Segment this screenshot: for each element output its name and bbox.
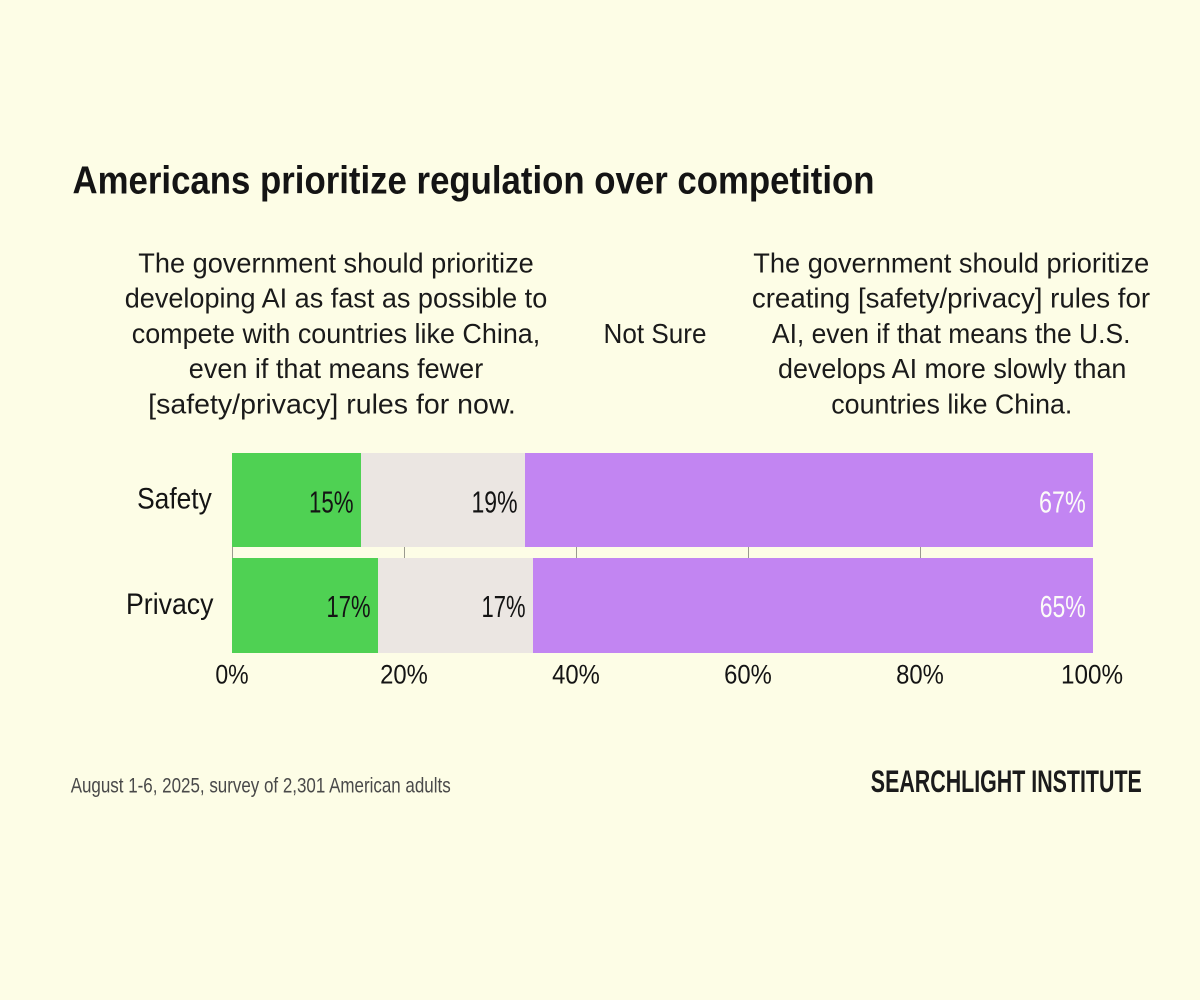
svg-text:creating [safety/privacy] rule: creating [safety/privacy] rules for: [752, 283, 1150, 314]
svg-text:even if that means fewer: even if that means fewer: [189, 353, 483, 384]
svg-text:17%: 17%: [327, 590, 371, 624]
svg-text:Not Sure: Not Sure: [604, 318, 707, 349]
svg-text:67%: 67%: [1039, 485, 1086, 519]
svg-text:40%: 40%: [552, 660, 600, 690]
svg-text:20%: 20%: [380, 660, 428, 690]
svg-text:The government should prioriti: The government should prioritize: [138, 247, 534, 278]
svg-text:19%: 19%: [472, 485, 518, 519]
svg-text:60%: 60%: [724, 660, 772, 690]
svg-text:The government should prioriti: The government should prioritize: [753, 247, 1149, 278]
svg-text:AI, even if that means the U.S: AI, even if that means the U.S.: [772, 318, 1131, 349]
svg-text:developing AI as fast as possi: developing AI as fast as possible to: [125, 283, 548, 314]
svg-text:Safety: Safety: [137, 483, 212, 516]
svg-text:August 1-6, 2025, survey of 2,: August 1-6, 2025, survey of 2,301 Americ…: [71, 775, 451, 798]
svg-text:compete with countries like Ch: compete with countries like China,: [132, 318, 541, 349]
svg-text:15%: 15%: [309, 485, 354, 519]
svg-text:develops AI more slowly than: develops AI more slowly than: [778, 353, 1126, 384]
svg-text:65%: 65%: [1040, 590, 1086, 624]
svg-text:0%: 0%: [215, 660, 248, 690]
svg-text:Privacy: Privacy: [126, 588, 214, 621]
svg-text:Americans prioritize regulatio: Americans prioritize regulation over com…: [73, 160, 875, 203]
svg-text:countries like China.: countries like China.: [831, 389, 1072, 420]
svg-text:100%: 100%: [1061, 660, 1123, 690]
svg-text:SEARCHLIGHT INSTITUTE: SEARCHLIGHT INSTITUTE: [871, 763, 1142, 799]
svg-text:[safety/privacy] rules for now: [safety/privacy] rules for now.: [148, 389, 516, 420]
svg-text:80%: 80%: [896, 660, 944, 690]
svg-text:17%: 17%: [482, 590, 526, 624]
